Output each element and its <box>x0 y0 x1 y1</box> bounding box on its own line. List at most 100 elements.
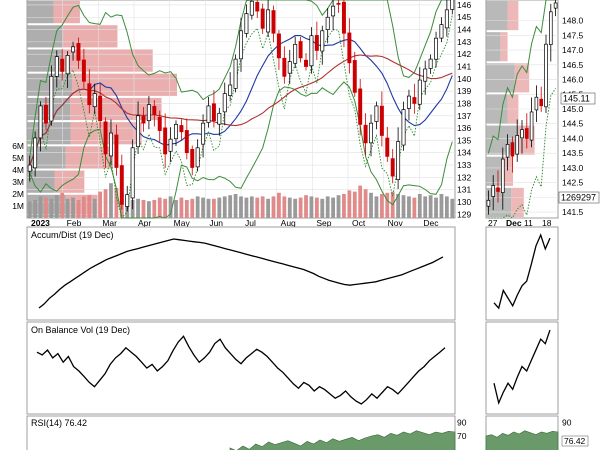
zoom-candle-body <box>549 11 553 45</box>
candle-body <box>81 59 86 82</box>
candle-body <box>184 130 189 154</box>
rsi-area <box>229 430 456 450</box>
volume-profile-down-bar <box>53 1 80 24</box>
volume-profile-up-bar <box>27 25 64 48</box>
main-x-label: Aug <box>281 218 296 228</box>
volume-profile-up-bar <box>27 1 54 24</box>
candle-body <box>65 55 70 75</box>
candle-body <box>379 105 384 136</box>
volume-bar <box>407 196 411 218</box>
zoom-candle-body <box>553 2 558 9</box>
candle-body <box>390 158 395 177</box>
volume-bar <box>109 183 113 218</box>
candle-body <box>217 112 222 125</box>
candle-body <box>320 30 325 52</box>
volume-profile-up-bar <box>27 97 71 121</box>
main-y-tick-label: 138 <box>457 98 471 108</box>
accum-dist-zoom-line <box>493 233 551 310</box>
candle-body <box>228 84 233 96</box>
candle-body <box>352 60 357 93</box>
main-x-labels: 2023 Feb Mar Apr May Jun Jul Aug Sep Oct Nov Dec <box>31 218 439 228</box>
candle-body <box>38 105 43 139</box>
volume-bar <box>320 198 325 218</box>
candle-body <box>428 58 433 69</box>
main-y-tick-label: 146 <box>457 0 471 10</box>
volume-bar <box>239 196 243 218</box>
volume-bar <box>336 195 341 218</box>
volume-bar <box>81 196 86 218</box>
volume-bar <box>379 194 384 218</box>
zoom-candle-body <box>486 199 491 207</box>
main-y-tick-label: 129 <box>457 209 471 219</box>
volume-bar <box>331 197 335 218</box>
volume-profile-up-bar <box>27 49 63 72</box>
candle-body <box>363 124 368 144</box>
candle-body <box>190 149 195 168</box>
volume-readout-label: 1269297 <box>561 193 596 203</box>
candle-body <box>146 104 151 122</box>
volume-bar <box>217 197 222 218</box>
candle-body <box>136 115 141 148</box>
volume-bar <box>27 201 32 218</box>
volume-bar <box>309 196 314 218</box>
main-x-label: Apr <box>138 218 151 228</box>
zoom-y-tick-label: 144.0 <box>562 133 584 143</box>
volume-bar <box>342 194 346 218</box>
candle-body <box>43 104 48 124</box>
volume-profile-up-bar <box>27 170 55 193</box>
candle-body <box>195 147 200 168</box>
main-x-label: Nov <box>388 218 404 228</box>
main-y-ticks: 129 130 131 132 133 134 135 136 137 138 139 140 141 1… <box>457 0 471 219</box>
volume-ticks: 1M 2M 3M 4M 5M 6M <box>12 141 24 211</box>
volume-tick-label: 5M <box>12 153 24 163</box>
candle-body <box>174 124 178 140</box>
zoom-candles <box>486 0 558 215</box>
zoom-candle-body <box>510 142 515 157</box>
main-y-tick-label: 136 <box>457 123 471 133</box>
main-x-label: Jul <box>245 218 256 228</box>
volume-bar <box>114 188 119 218</box>
main-y-tick-label: 132 <box>457 172 471 182</box>
candle-body <box>152 106 157 115</box>
candle-body <box>54 56 59 77</box>
candle-body <box>444 9 449 29</box>
candle-body <box>98 95 103 122</box>
zoom-price-panel: 141.5142.0142.5143.0143.5144.0144.5145.0… <box>485 0 600 228</box>
candle-body <box>266 9 271 33</box>
rsi-zoom-tick-label: 90 <box>562 418 572 428</box>
candle-body <box>423 68 428 82</box>
candle-body <box>168 138 173 152</box>
zoom-volume-profile-down-bar <box>504 156 513 186</box>
volume-bar <box>38 196 43 218</box>
candle-body <box>341 1 346 34</box>
zoom-candle-body <box>496 187 500 192</box>
volume-bar <box>201 197 205 218</box>
candle-body <box>163 127 168 155</box>
accum-dist-frame <box>26 226 456 321</box>
volume-bar <box>157 197 162 218</box>
zoom-candle-body <box>505 144 510 158</box>
candle-body <box>211 103 216 122</box>
rsi-zoom-ticks: 90 <box>562 418 572 428</box>
obv-line <box>36 335 446 405</box>
candle-body <box>201 122 206 145</box>
candle-body <box>293 43 298 64</box>
zoom-candle-body <box>515 135 519 155</box>
volume-bar <box>76 200 81 218</box>
volume-bar <box>412 197 417 218</box>
rsi-last-box <box>561 435 589 447</box>
volume-bar <box>439 194 444 218</box>
zoom-x-label: 18 <box>542 218 552 228</box>
candle-body <box>434 37 439 60</box>
volume-tick-label: 1M <box>12 201 24 211</box>
candle-body <box>298 41 303 59</box>
rsi-tick-label: 70 <box>457 431 467 441</box>
candle-body <box>287 61 292 74</box>
candle-body <box>358 88 363 125</box>
volume-bar <box>228 195 233 218</box>
candle-body <box>439 24 444 39</box>
volume-bar <box>428 195 433 218</box>
volume-bar <box>141 200 146 218</box>
main-y-tick-label: 137 <box>457 111 471 121</box>
